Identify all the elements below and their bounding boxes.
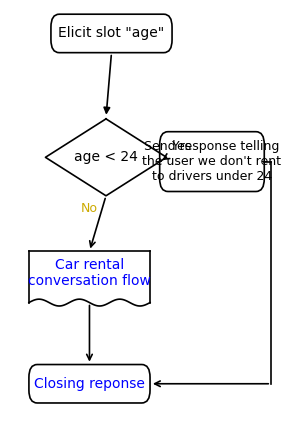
Text: Car rental
conversation flow: Car rental conversation flow — [28, 258, 151, 288]
Text: Elicit slot "age": Elicit slot "age" — [59, 26, 165, 40]
FancyBboxPatch shape — [160, 132, 264, 191]
Text: Closing reponse: Closing reponse — [34, 377, 145, 391]
Text: Yes: Yes — [172, 140, 192, 153]
FancyBboxPatch shape — [29, 365, 150, 403]
FancyBboxPatch shape — [51, 14, 172, 52]
Text: age < 24: age < 24 — [74, 150, 138, 164]
Text: Send response telling
the user we don't rent
to drivers under 24: Send response telling the user we don't … — [143, 140, 281, 183]
Text: No: No — [81, 202, 98, 215]
